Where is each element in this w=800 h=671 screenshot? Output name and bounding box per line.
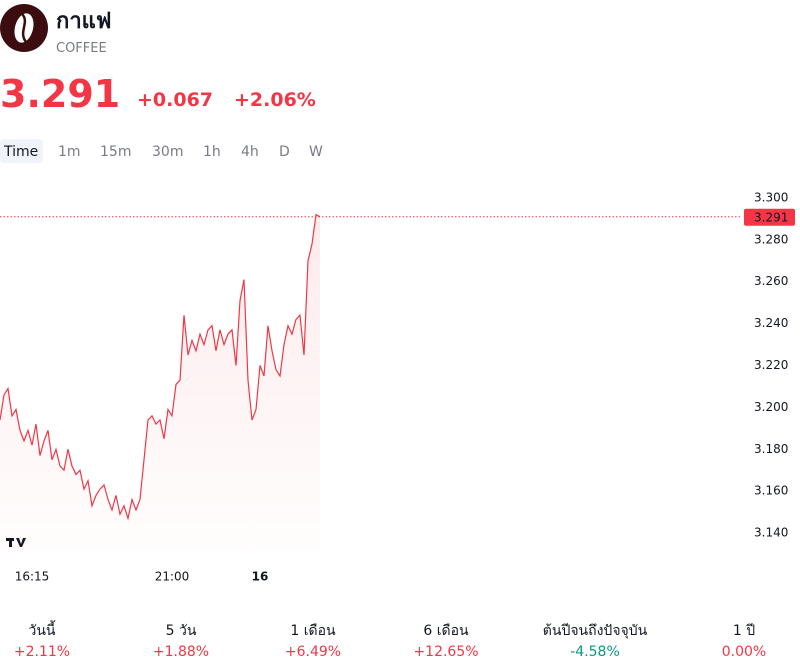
title: กาแฟ <box>56 9 111 34</box>
period-change: +2.11% <box>14 644 70 660</box>
period-change: -4.58% <box>570 644 620 660</box>
x-tick-label: 16:15 <box>15 570 50 584</box>
y-tick-label: 3.140 <box>754 526 788 540</box>
timeframe-tab[interactable]: 1h <box>203 144 221 160</box>
period-label: 1 เดือน <box>290 623 336 639</box>
y-tick-label: 3.220 <box>754 358 788 372</box>
area <box>0 214 320 554</box>
timeframe-tab[interactable]: 1m <box>58 144 81 160</box>
x-tick-label: 21:00 <box>155 570 190 584</box>
logo <box>0 4 48 52</box>
change: +0.067 <box>137 89 213 111</box>
period-label: 1 ปี <box>733 623 755 639</box>
y-tick-label: 3.160 <box>754 484 788 498</box>
period-label: 5 วัน <box>166 623 197 639</box>
y-tick-label: 3.180 <box>754 442 788 456</box>
period-change: +1.88% <box>153 644 209 660</box>
y-tick-label: 3.260 <box>754 274 788 288</box>
period-label: 6 เดือน <box>423 623 469 639</box>
change-percent: +2.06% <box>234 89 316 111</box>
y-tick-label: 3.300 <box>754 190 788 204</box>
price: 3.291 <box>0 72 120 116</box>
timeframe-tab[interactable]: 15m <box>100 144 131 160</box>
y-tick-label: 3.200 <box>754 400 788 414</box>
timeframe-tab[interactable]: Time <box>3 144 38 160</box>
timeframe-tab[interactable]: 4h <box>241 144 259 160</box>
price-line <box>0 213 321 521</box>
y-tick-label: 3.240 <box>754 316 788 330</box>
last-price-label: 3.291 <box>754 210 788 224</box>
y-tick-label: 3.280 <box>754 232 788 246</box>
last-price-box <box>744 208 795 226</box>
active-tab-bg <box>0 139 43 163</box>
x-tick-label: 16 <box>252 570 269 584</box>
period-change: +12.65% <box>413 644 478 660</box>
timeframe-tab[interactable]: W <box>309 144 323 160</box>
period-label: วันนี้ <box>28 620 56 639</box>
timeframe-tab[interactable]: D <box>279 144 290 160</box>
period-label: ต้นปีจนถึงปัจจุบัน <box>543 623 648 639</box>
period-change: +6.49% <box>285 644 341 660</box>
timeframe-tab[interactable]: 30m <box>152 144 183 160</box>
period-change: 0.00% <box>722 644 766 660</box>
subtitle: COFFEE <box>56 41 107 56</box>
